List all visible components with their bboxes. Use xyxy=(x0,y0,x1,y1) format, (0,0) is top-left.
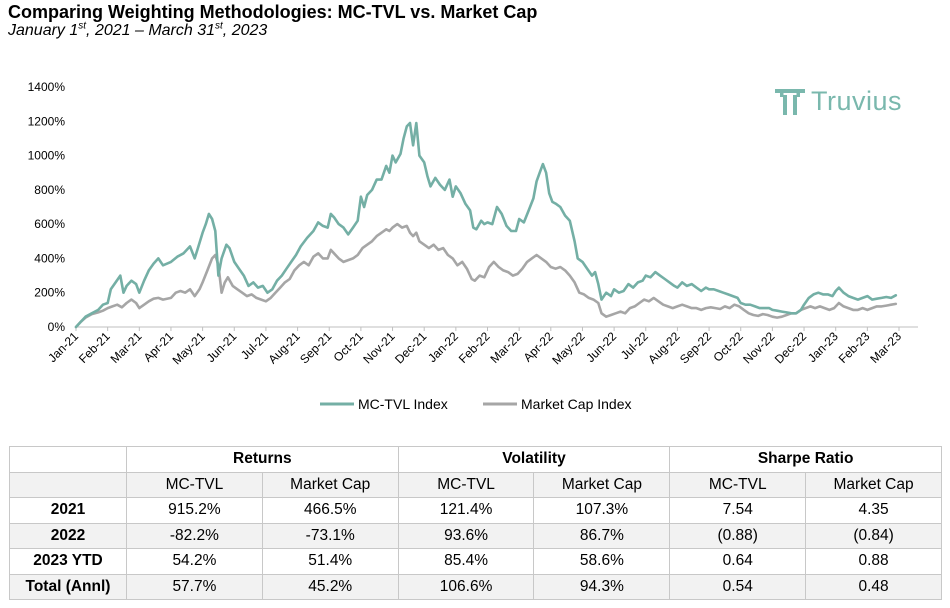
x-tick-label: Feb-22 xyxy=(456,329,493,366)
table-row: Total (Annl) 57.7% 45.2% 106.6% 94.3% 0.… xyxy=(9,573,942,600)
table-cell: (0.84) xyxy=(805,522,942,549)
table-cell: 0.88 xyxy=(805,548,942,575)
legend-mc-tvl-label: MC-TVL Index xyxy=(358,396,448,412)
table-cell: 121.4% xyxy=(397,497,535,524)
table-cell: 0.54 xyxy=(669,573,807,600)
x-tick-label: Feb-21 xyxy=(76,329,113,366)
sub-header: Market Cap xyxy=(805,471,942,498)
page-subtitle: January 1st, 2021 – March 31st, 2023 xyxy=(8,20,268,40)
x-tick-label: May-21 xyxy=(170,329,208,367)
sub-header: MC-TVL xyxy=(397,471,535,498)
table-cell: 54.2% xyxy=(126,548,263,575)
series-layer xyxy=(74,121,898,329)
x-tick-label: Aug-22 xyxy=(645,329,682,366)
row-label: 2021 xyxy=(9,497,127,524)
table-corner-cell xyxy=(9,446,127,473)
table-cell: 45.2% xyxy=(261,573,399,600)
x-tick-label: Jan-23 xyxy=(805,329,841,365)
table-cell: 85.4% xyxy=(397,548,535,575)
table-cell: 58.6% xyxy=(533,548,671,575)
subtitle-end: , 2023 xyxy=(222,22,268,39)
table-cell: 466.5% xyxy=(261,497,399,524)
y-axis: 0% 200% 400% 600% 800% 1000% 1200% 1400% xyxy=(28,80,66,334)
line-chart: 0% 200% 400% 600% 800% 1000% 1200% 1400% Jan-21… xyxy=(28,80,918,412)
x-tick-label: Jan-21 xyxy=(45,329,81,365)
truvius-logo-icon xyxy=(775,88,805,115)
table-cell: 107.3% xyxy=(533,497,671,524)
table-cell: (0.88) xyxy=(669,522,807,549)
sub-header: MC-TVL xyxy=(126,471,263,498)
row-label: Total (Annl) xyxy=(9,573,127,600)
table-cell: 0.64 xyxy=(669,548,807,575)
sub-header: Market Cap xyxy=(261,471,399,498)
market-cap-index-line xyxy=(74,222,898,329)
table-cell: 7.54 xyxy=(669,497,807,524)
subtitle-middle: , 2021 – March 31 xyxy=(86,22,216,39)
subtitle-start: January 1 xyxy=(8,22,79,39)
row-label: 2023 YTD xyxy=(9,548,127,575)
table-cell: 86.7% xyxy=(533,522,671,549)
subtitle-ordinal-1: st xyxy=(78,20,87,32)
x-tick-label: Oct-21 xyxy=(331,329,367,365)
table-cell: -73.1% xyxy=(261,522,399,549)
y-tick-label: 1200% xyxy=(28,114,66,128)
x-tick-label: Feb-23 xyxy=(836,329,873,366)
table-row: 2022 -82.2% -73.1% 93.6% 86.7% (0.88) (0… xyxy=(9,522,942,549)
x-tick-label: May-22 xyxy=(549,329,587,367)
subtitle-ordinal-2: st xyxy=(215,20,223,32)
sub-header: Market Cap xyxy=(533,471,671,498)
y-tick-label: 0% xyxy=(48,320,66,334)
y-tick-label: 1000% xyxy=(28,149,66,163)
y-tick-label: 800% xyxy=(34,183,65,197)
x-tick-label: Mar-22 xyxy=(487,329,524,366)
truvius-logo: Truvius xyxy=(775,86,902,117)
x-tick-label: Sep-22 xyxy=(677,329,714,366)
x-tick-label: Oct-22 xyxy=(710,329,746,365)
legend: MC-TVL Index Market Cap Index xyxy=(320,396,632,412)
y-tick-label: 400% xyxy=(34,251,65,265)
sharpe-ratio-header: Sharpe Ratio xyxy=(669,446,942,473)
table-sub-header-row: MC-TVL Market Cap MC-TVL Market Cap MC-T… xyxy=(9,471,942,498)
truvius-logo-text: Truvius xyxy=(811,86,903,116)
x-tick-label: Jan-22 xyxy=(425,329,461,365)
volatility-header: Volatility xyxy=(397,446,671,473)
x-tick-label: Jun-21 xyxy=(204,329,240,365)
y-tick-label: 600% xyxy=(34,217,65,231)
table-cell: 0.48 xyxy=(805,573,942,600)
x-tick-label: Aug-21 xyxy=(265,329,302,366)
table-row: 2023 YTD 54.2% 51.4% 85.4% 58.6% 0.64 0.… xyxy=(9,548,942,575)
x-tick-label: Jun-22 xyxy=(583,329,619,365)
table-cell: -82.2% xyxy=(126,522,263,549)
x-tick-label: Mar-21 xyxy=(108,329,145,366)
x-tick-label: Dec-21 xyxy=(392,329,429,366)
table-cell: 57.7% xyxy=(126,573,263,600)
x-tick-label: Sep-21 xyxy=(297,329,334,366)
x-tick-label: Nov-21 xyxy=(360,329,397,366)
table-cell: 4.35 xyxy=(805,497,942,524)
table-cell: 51.4% xyxy=(261,548,399,575)
page-title: Comparing Weighting Methodologies: MC-TV… xyxy=(8,2,538,22)
y-tick-label: 1400% xyxy=(28,80,66,94)
mc-tvl-index-line xyxy=(74,121,898,329)
table-cell: 94.3% xyxy=(533,573,671,600)
statistics-table: Returns Volatility Sharpe Ratio MC-TVL M… xyxy=(9,446,942,600)
x-axis: Jan-21Feb-21Mar-21Apr-21May-21Jun-21Jul-… xyxy=(45,326,918,367)
returns-header: Returns xyxy=(126,446,399,473)
y-tick-label: 200% xyxy=(34,286,65,300)
table-cell: 915.2% xyxy=(126,497,263,524)
table-row: 2021 915.2% 466.5% 121.4% 107.3% 7.54 4.… xyxy=(9,497,942,524)
table-group-header-row: Returns Volatility Sharpe Ratio xyxy=(9,446,942,473)
legend-market-cap-label: Market Cap Index xyxy=(521,396,632,412)
row-label: 2022 xyxy=(9,522,127,549)
x-tick-label: Dec-22 xyxy=(772,329,809,366)
table-corner-cell xyxy=(9,471,127,498)
x-tick-label: Mar-23 xyxy=(867,329,904,366)
table-cell: 93.6% xyxy=(397,522,535,549)
x-tick-label: Nov-22 xyxy=(740,329,777,366)
sub-header: MC-TVL xyxy=(669,471,807,498)
table-cell: 106.6% xyxy=(397,573,535,600)
